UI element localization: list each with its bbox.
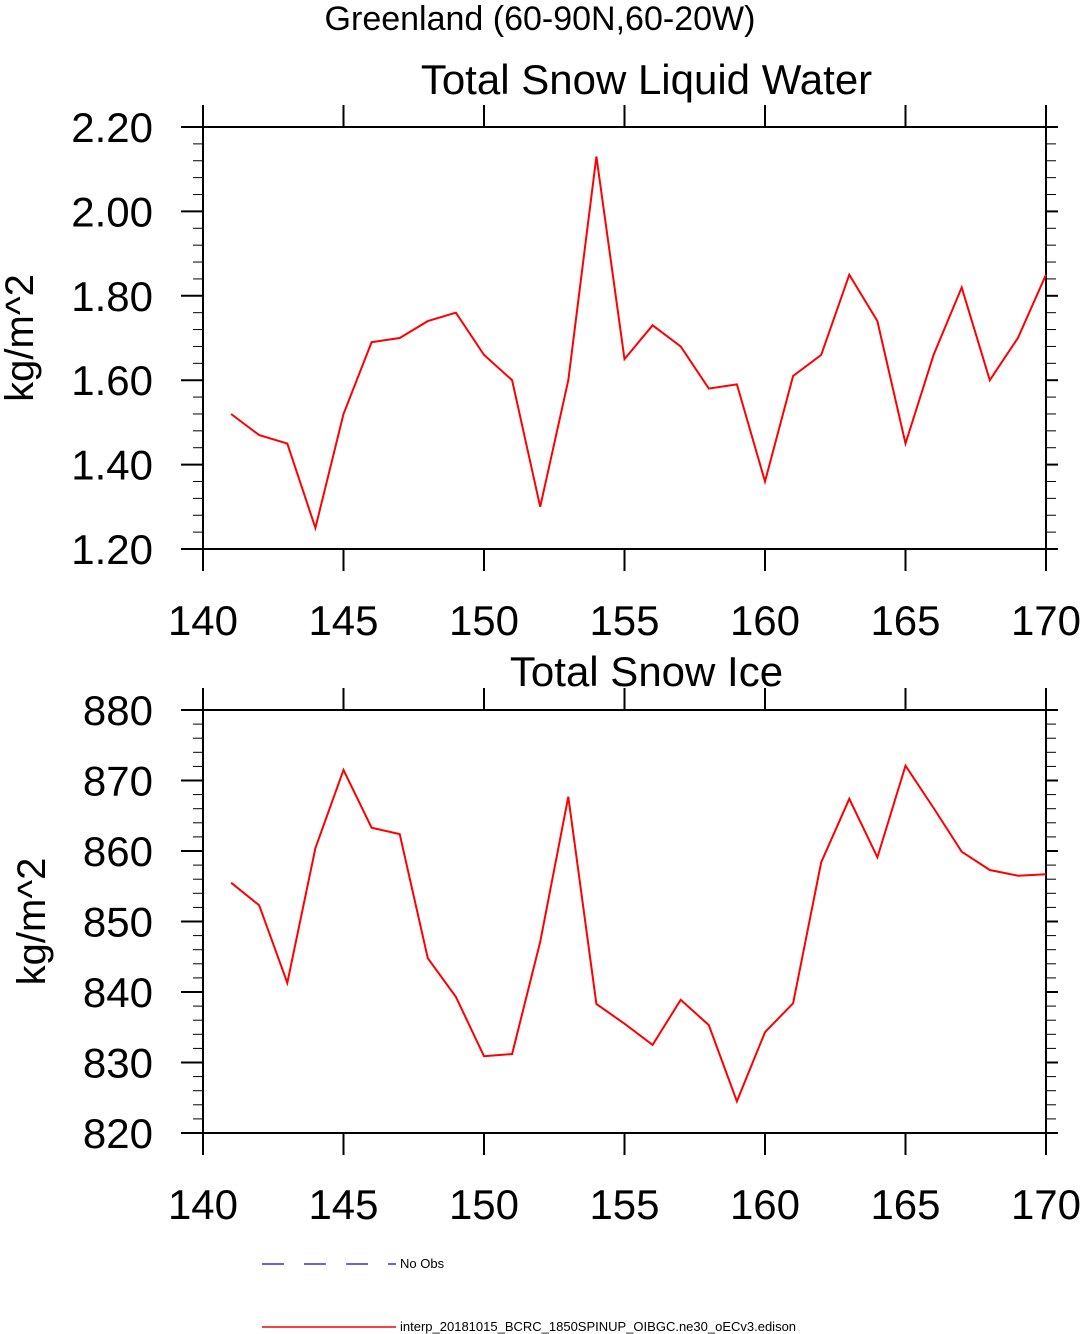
x-tick-label: 160 bbox=[730, 1181, 800, 1228]
y-tick-label: 1.80 bbox=[71, 273, 153, 320]
x-tick-label: 155 bbox=[589, 1181, 659, 1228]
y-tick-label: 840 bbox=[83, 969, 153, 1016]
y-tick-label: 820 bbox=[83, 1110, 153, 1157]
y-tick-label: 870 bbox=[83, 758, 153, 805]
y-tick-label: 1.20 bbox=[71, 526, 153, 573]
legend-model-label: interp_20181015_BCRC_1850SPINUP_OIBGC.ne… bbox=[400, 1319, 796, 1334]
x-tick-label: 170 bbox=[1011, 1181, 1080, 1228]
y-tick-label: 2.20 bbox=[71, 104, 153, 151]
y-axis-label: kg/m^2 bbox=[0, 274, 42, 402]
chart-title: Total Snow Liquid Water bbox=[421, 56, 872, 103]
series-line bbox=[230, 763, 1047, 1105]
x-tick-label: 170 bbox=[1011, 597, 1080, 644]
legend-no-obs-label: No Obs bbox=[400, 1256, 445, 1271]
plot-frame bbox=[202, 126, 1047, 550]
x-tick-label: 145 bbox=[308, 597, 378, 644]
y-tick-label: 880 bbox=[83, 687, 153, 734]
x-tick-label: 155 bbox=[589, 597, 659, 644]
x-tick-label: 150 bbox=[449, 1181, 519, 1228]
x-tick-label: 140 bbox=[168, 1181, 238, 1228]
x-tick-label: 150 bbox=[449, 597, 519, 644]
y-tick-label: 1.40 bbox=[71, 442, 153, 489]
legend: No Obs interp_20181015_BCRC_1850SPINUP_O… bbox=[262, 1256, 796, 1334]
x-tick-label: 160 bbox=[730, 597, 800, 644]
chart-title: Total Snow Ice bbox=[510, 648, 783, 695]
y-tick-label: 830 bbox=[83, 1040, 153, 1087]
x-tick-label: 165 bbox=[870, 1181, 940, 1228]
y-tick-label: 2.00 bbox=[71, 188, 153, 235]
y-tick-label: 1.60 bbox=[71, 357, 153, 404]
series-line bbox=[230, 156, 1047, 532]
figure-title: Greenland (60-90N,60-20W) bbox=[325, 0, 756, 38]
x-tick-label: 140 bbox=[168, 597, 238, 644]
x-tick-label: 145 bbox=[308, 1181, 378, 1228]
y-tick-label: 850 bbox=[83, 899, 153, 946]
y-axis-label: kg/m^2 bbox=[10, 858, 54, 986]
plot-frame bbox=[202, 709, 1047, 1134]
x-tick-label: 165 bbox=[870, 597, 940, 644]
chart-panel-1: Total Snow Ice 140 145 150 155 160 165 170 820 83… bbox=[10, 648, 1080, 1228]
chart-panel-0: Total Snow Liquid Water 140 145 150 155 160 16… bbox=[0, 56, 1080, 644]
y-tick-label: 860 bbox=[83, 828, 153, 875]
